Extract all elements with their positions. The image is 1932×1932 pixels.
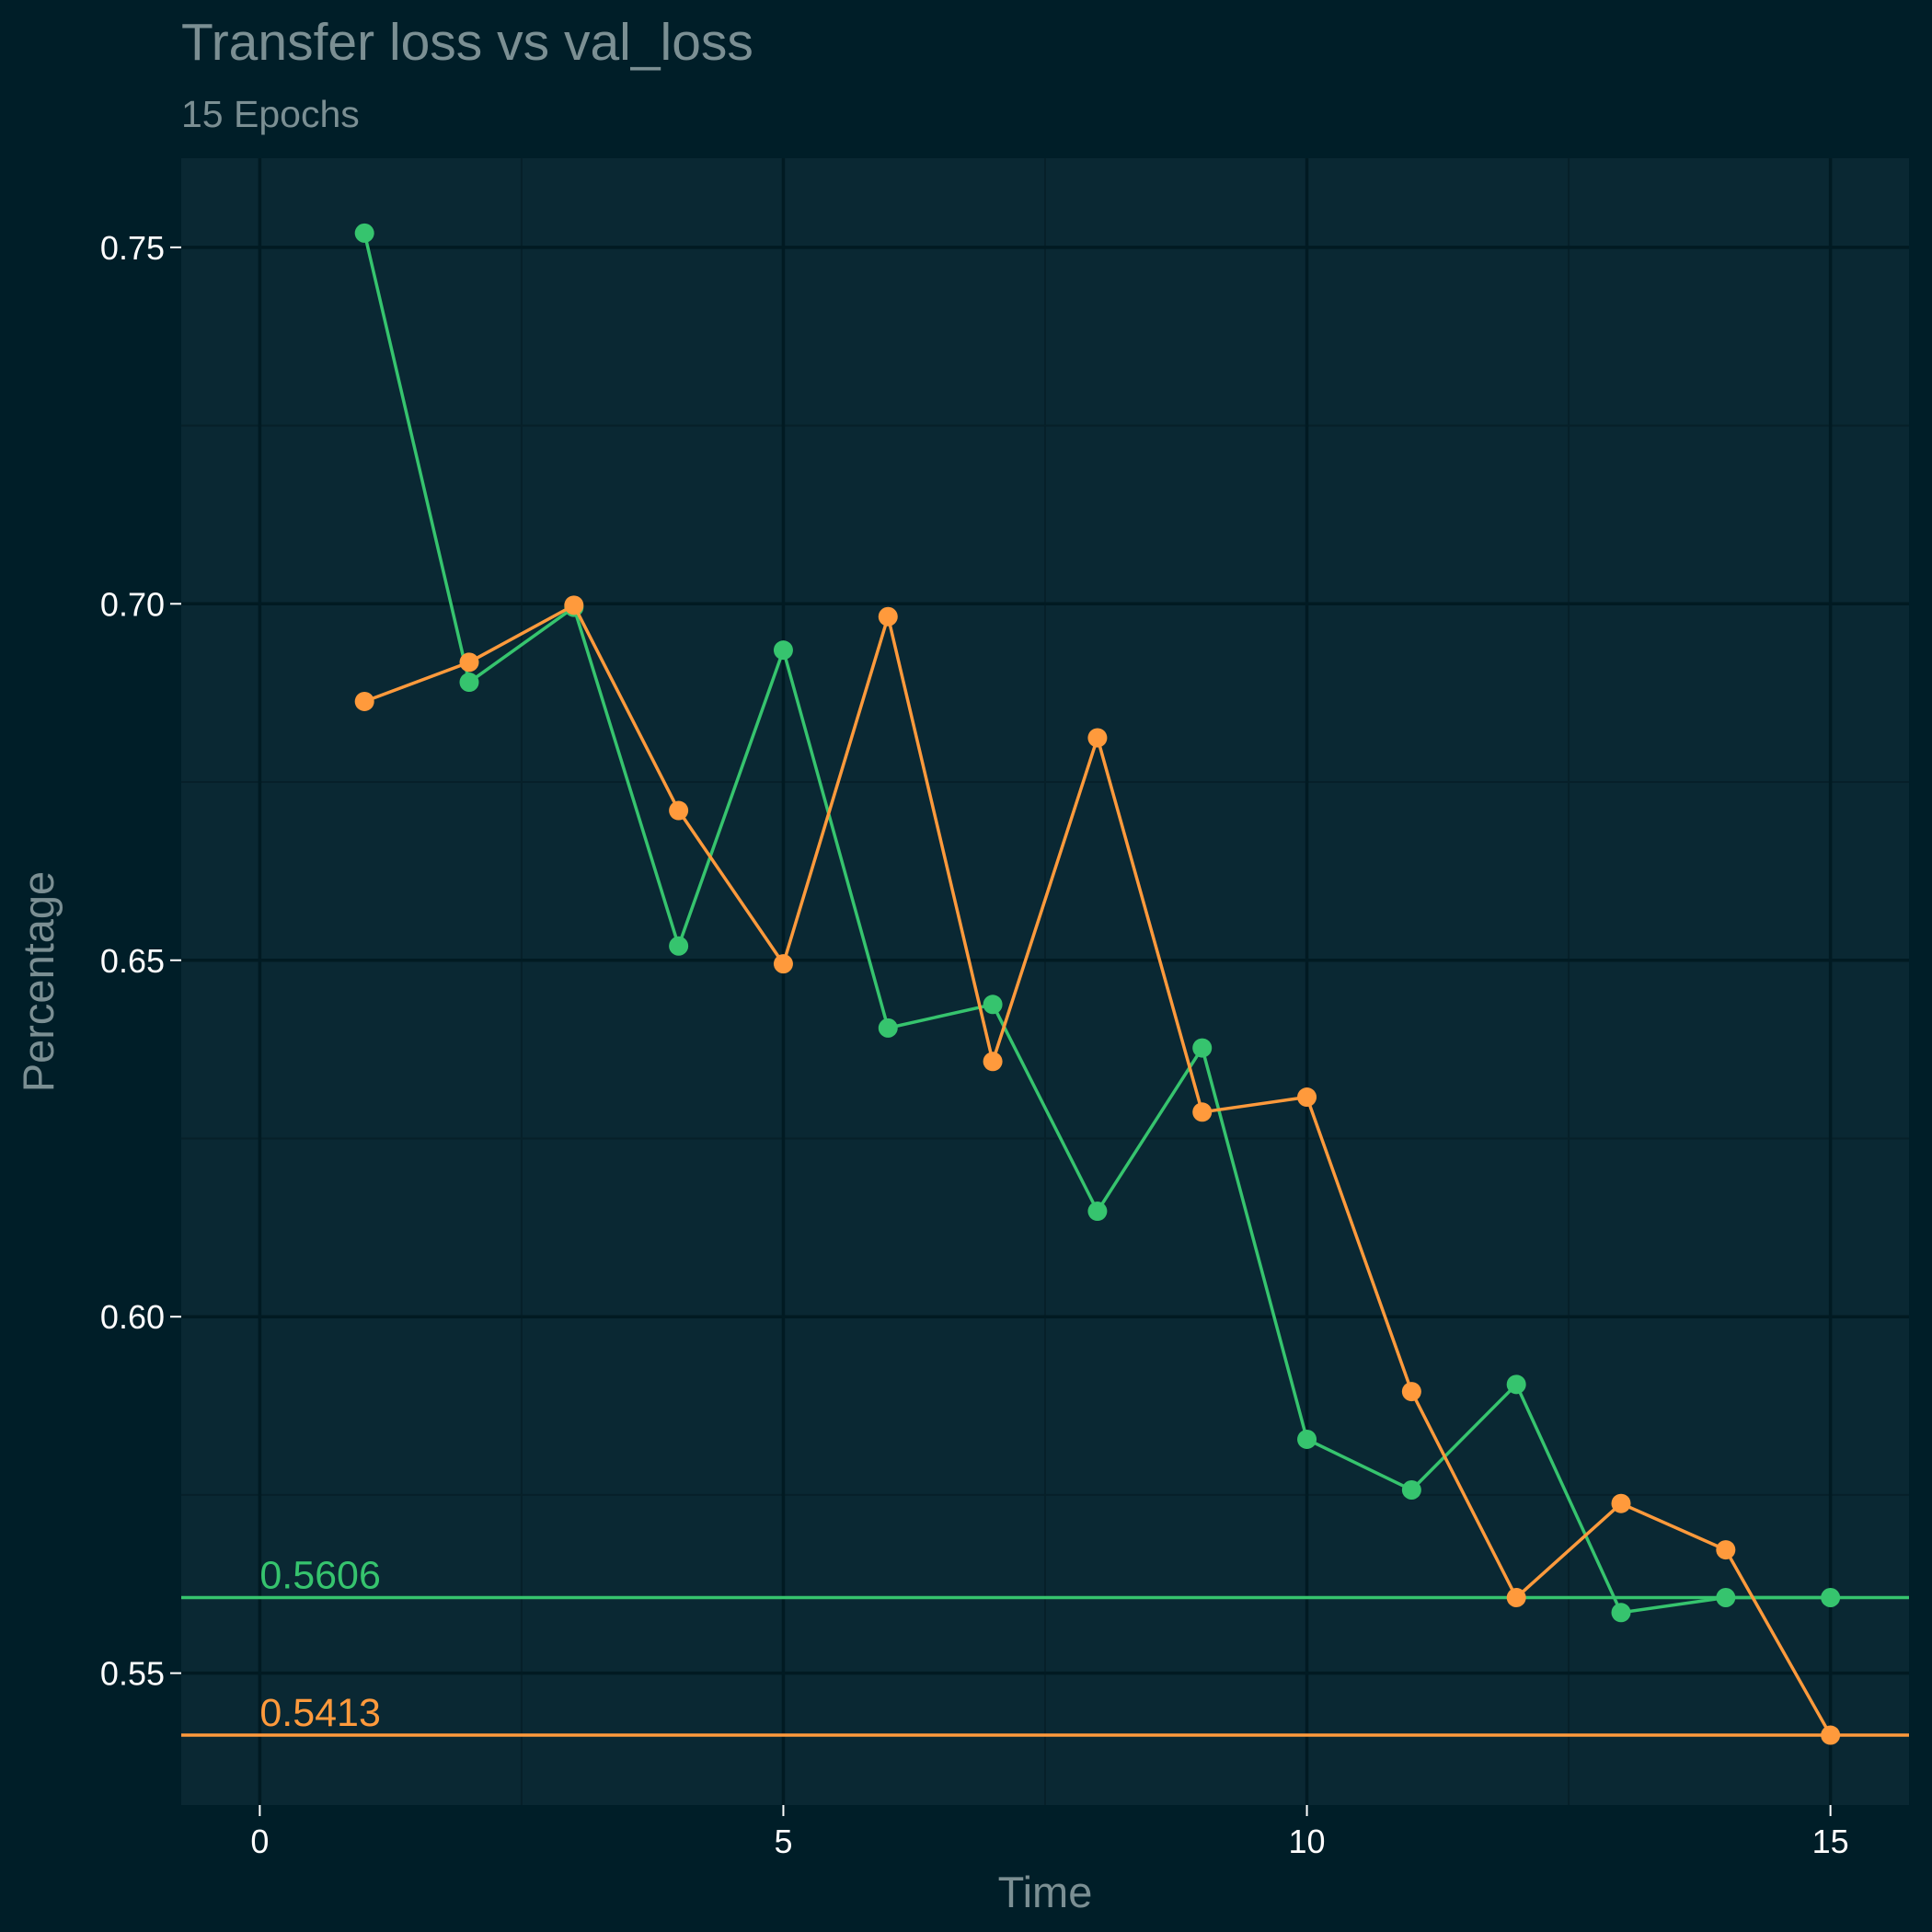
major-gridlines [181, 158, 1909, 1805]
data-point [983, 995, 1003, 1015]
data-point [1821, 1725, 1841, 1745]
data-point [354, 691, 374, 711]
data-point [459, 673, 479, 693]
data-point [773, 640, 793, 661]
data-point [1716, 1588, 1736, 1608]
x-tick-label: 10 [1289, 1823, 1326, 1860]
y-tick-label: 0.70 [100, 585, 165, 623]
y-tick-label: 0.65 [100, 942, 165, 980]
data-point [1297, 1087, 1317, 1108]
x-axis: 0 5 10 15 [250, 1805, 1849, 1860]
data-point [1401, 1382, 1421, 1402]
data-point [564, 595, 584, 615]
data-point [1716, 1540, 1736, 1560]
data-point [459, 652, 479, 673]
chart-title: Transfer loss vs val_loss [181, 13, 753, 72]
data-point [878, 1018, 898, 1038]
data-point [354, 223, 374, 243]
data-point [1192, 1102, 1213, 1122]
x-tick-label: 5 [774, 1823, 792, 1860]
reference-line-label: 0.5413 [259, 1691, 381, 1735]
x-tick-label: 15 [1812, 1823, 1849, 1860]
data-point [1611, 1493, 1631, 1513]
data-point [1506, 1374, 1526, 1395]
reference-lines: 0.5606 0.5413 [181, 1554, 1909, 1737]
reference-line-label: 0.5606 [259, 1554, 381, 1598]
data-point [773, 954, 793, 974]
x-tick-label: 0 [250, 1823, 269, 1860]
data-point [1821, 1588, 1841, 1608]
series-2 [354, 595, 1841, 1745]
data-point [1506, 1588, 1526, 1608]
data-point [1611, 1603, 1631, 1623]
data-point [669, 800, 689, 821]
y-tick-label: 0.75 [100, 229, 165, 267]
data-point [878, 606, 898, 627]
data-point [1087, 728, 1108, 748]
y-tick-label: 0.55 [100, 1655, 165, 1693]
y-axis-title: Percentage [14, 871, 63, 1092]
x-axis-title: Time [998, 1868, 1093, 1916]
series-layer [354, 223, 1841, 1745]
data-point [1401, 1479, 1421, 1500]
data-point [669, 936, 689, 956]
y-axis: 0.55 0.60 0.65 0.70 0.75 [100, 229, 181, 1693]
y-tick-label: 0.60 [100, 1298, 165, 1336]
data-point [1192, 1038, 1213, 1058]
data-point [1297, 1429, 1317, 1449]
data-point [1087, 1202, 1108, 1222]
data-point [983, 1052, 1003, 1072]
chart-subtitle: 15 Epochs [181, 93, 360, 135]
